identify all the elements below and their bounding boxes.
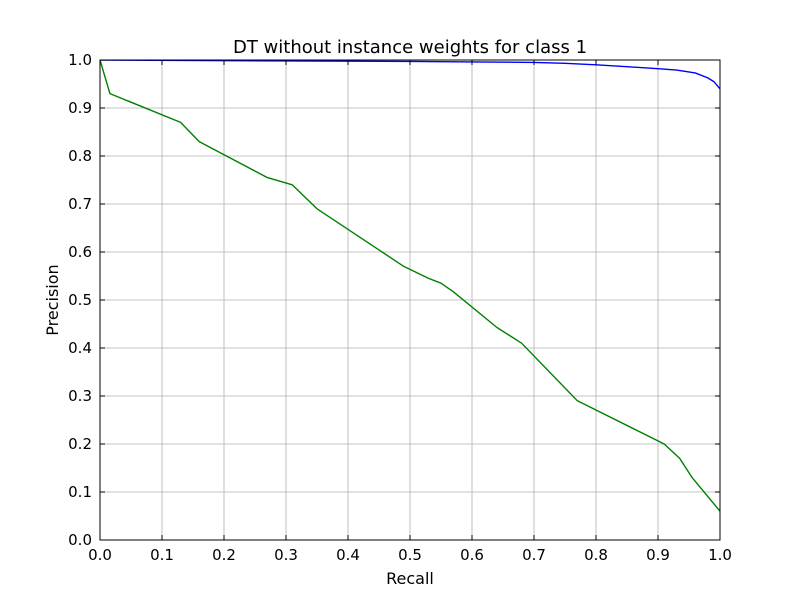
x-tick-label: 0.2	[212, 546, 236, 564]
y-tick-label: 0.8	[68, 147, 92, 165]
series-layer	[100, 60, 720, 512]
y-tick-label: 0.4	[68, 339, 92, 357]
x-tick-label: 1.0	[708, 546, 732, 564]
x-tick-label: 0.8	[584, 546, 608, 564]
x-tick-label: 0.5	[398, 546, 422, 564]
series-line-1	[100, 60, 720, 90]
y-tick-label: 0.7	[68, 195, 92, 213]
y-tick-label: 0.1	[68, 483, 92, 501]
y-axis-label: Precision	[43, 264, 62, 335]
grid	[100, 60, 720, 540]
x-tick-label: 0.0	[88, 546, 112, 564]
y-tick-label: 0.3	[68, 387, 92, 405]
x-tick-label: 0.7	[522, 546, 546, 564]
x-tick-label: 0.1	[150, 546, 174, 564]
y-tick-labels: 0.0 0.1 0.2 0.3 0.4 0.5 0.6 0.7 0.8 0.9 1.0	[68, 51, 92, 549]
y-tick-label: 1.0	[68, 51, 92, 69]
x-tick-labels: 0.0 0.1 0.2 0.3 0.4 0.5 0.6 0.7 0.8 0.9 1.0	[88, 546, 732, 564]
series-line-2	[100, 60, 720, 512]
x-tick-label: 0.6	[460, 546, 484, 564]
x-tick-label: 0.3	[274, 546, 298, 564]
chart-title: DT without instance weights for class 1	[233, 37, 587, 58]
ticks	[99, 59, 721, 541]
y-tick-label: 0.9	[68, 99, 92, 117]
x-tick-label: 0.9	[646, 546, 670, 564]
x-axis-label: Recall	[386, 569, 434, 588]
y-tick-label: 0.0	[68, 531, 92, 549]
x-tick-label: 0.4	[336, 546, 360, 564]
y-tick-label: 0.5	[68, 291, 92, 309]
y-tick-label: 0.6	[68, 243, 92, 261]
y-tick-label: 0.2	[68, 435, 92, 453]
